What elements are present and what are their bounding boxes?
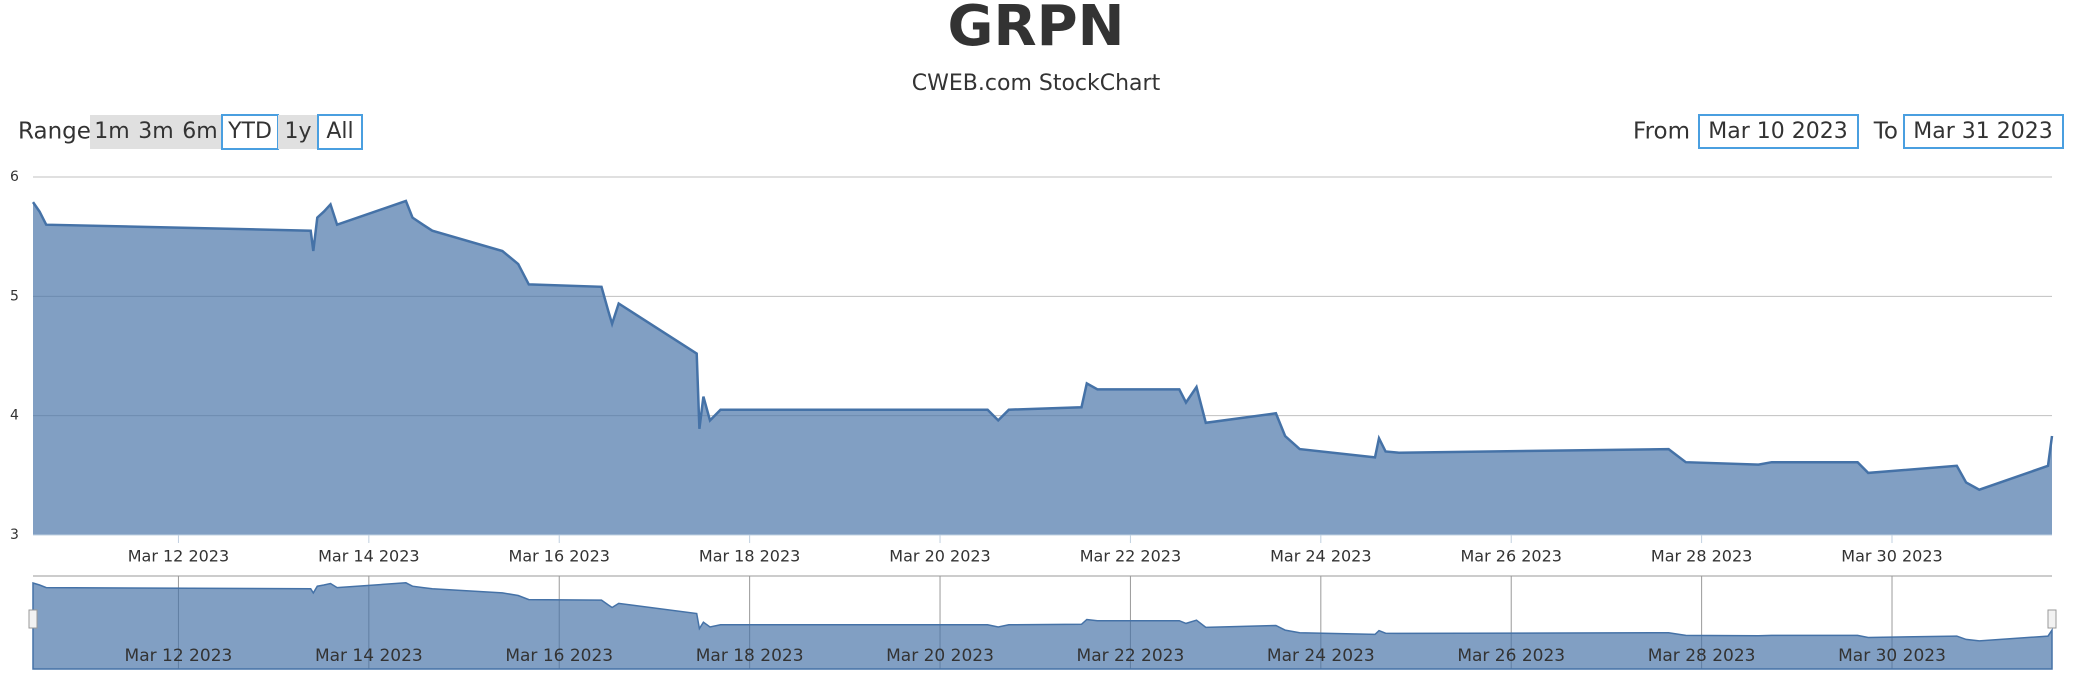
to-input[interactable]	[1903, 114, 2064, 149]
area-fill	[33, 200, 2052, 535]
range-label: Range	[18, 119, 91, 145]
chart-subtitle: CWEB.com StockChart	[912, 71, 1161, 96]
x-tick-label: Mar 14 2023	[318, 547, 419, 566]
range-selector: 1m 3m 6m YTD 1y All	[90, 114, 363, 150]
range-button[interactable]	[317, 114, 363, 150]
range-button[interactable]	[90, 115, 134, 149]
navigator-handle[interactable]	[2047, 609, 2057, 629]
price-line	[31, 199, 2054, 492]
range-button[interactable]	[134, 115, 178, 149]
x-tick-label: Mar 20 2023	[889, 547, 990, 566]
x-tick-label: Mar 16 2023	[509, 547, 610, 566]
x-tick-label: Mar 28 2023	[1651, 547, 1752, 566]
x-tick-label: Mar 22 2023	[1080, 547, 1181, 566]
y-tick-label: 5	[10, 288, 19, 304]
navigator-label: Mar 28 2023	[1648, 646, 1756, 666]
to-date[interactable]: Mar 31 2023	[1913, 119, 2052, 144]
to-label: To	[1873, 119, 1898, 145]
navigator-label: Mar 12 2023	[125, 646, 233, 666]
navigator-area	[32, 581, 2053, 670]
range-button-label[interactable]: 1m	[94, 119, 129, 144]
from-label: From	[1633, 119, 1690, 145]
y-tick-label: 6	[10, 169, 19, 185]
range-button-label[interactable]: 1y	[284, 119, 311, 144]
plot-area: 3 4 5 6 Mar 12 2023 Mar 14 2023 Mar 16 2023 Mar…	[10, 169, 2054, 566]
navigator-label: Mar 26 2023	[1457, 646, 1565, 666]
from-input[interactable]	[1698, 114, 1859, 149]
range-button[interactable]	[178, 115, 222, 149]
range-button-label[interactable]: 3m	[138, 119, 173, 144]
x-tick-label: Mar 24 2023	[1270, 547, 1371, 566]
date-inputs: From Mar 10 2023 To Mar 31 2023	[1633, 114, 2064, 149]
range-button[interactable]	[278, 115, 318, 149]
navigator-label: Mar 24 2023	[1267, 646, 1375, 666]
range-button-label[interactable]: All	[326, 119, 353, 144]
navigator-label: Mar 22 2023	[1077, 646, 1185, 666]
y-tick-label: 3	[10, 527, 19, 543]
range-button-label[interactable]: 6m	[182, 119, 217, 144]
navigator-label: Mar 16 2023	[505, 646, 613, 666]
navigator-label: Mar 20 2023	[886, 646, 994, 666]
range-button-label[interactable]: YTD	[227, 119, 272, 144]
x-tick-label: Mar 30 2023	[1841, 547, 1942, 566]
x-tick-label: Mar 26 2023	[1461, 547, 1562, 566]
x-tick-label: Mar 18 2023	[699, 547, 800, 566]
navigator-label: Mar 14 2023	[315, 646, 423, 666]
navigator-label: Mar 30 2023	[1838, 646, 1946, 666]
x-tick-label: Mar 12 2023	[128, 547, 229, 566]
from-date[interactable]: Mar 10 2023	[1708, 119, 1847, 144]
navigator-handle[interactable]	[28, 609, 38, 629]
chart-title: GRPN	[948, 0, 1125, 59]
navigator: Mar 12 2023 Mar 14 2023 Mar 16 2023 Mar 18 …	[28, 575, 2057, 670]
y-tick-label: 4	[10, 408, 19, 424]
navigator-label: Mar 18 2023	[696, 646, 804, 666]
